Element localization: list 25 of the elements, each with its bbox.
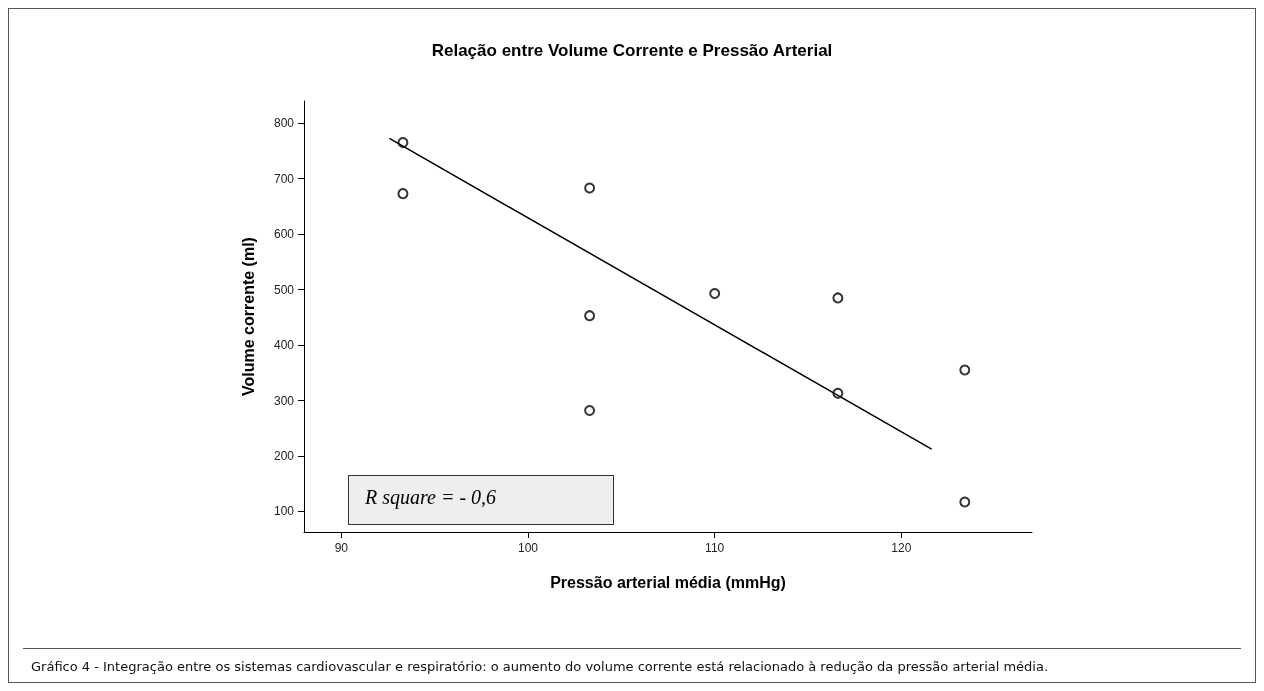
text: Gráfico 4 - Integração entre os sistemas cardiovascular e respiratório: o aumento do volume corrente está relacionado à redução da pressão arterial média. [31,659,1049,674]
y-tick-label: 200 [273,449,295,464]
y-axis-title: Volume corrente (ml) [239,237,257,396]
x-tick-label: 110 [705,541,725,555]
y-tick-label: 800 [273,116,295,131]
point [959,496,971,508]
point [959,364,971,376]
point [397,188,409,200]
x-tick-label: 120 [891,541,912,555]
note-box: R square = - 0,6 [348,475,614,525]
point [584,405,596,417]
x-axis-title: Pressão arterial média (mmHg) [550,573,786,591]
x-tick-label: 100 [517,541,539,555]
point [709,287,721,299]
y-tick-label: 300 [273,393,295,408]
y-tick-label: 400 [273,338,295,353]
point [832,292,844,304]
y-tick-label: 700 [273,171,295,186]
point [584,310,596,322]
point [584,182,596,194]
y-tick-label: 500 [273,282,295,297]
y-tick-label: 100 [273,504,295,519]
y-tick-label: 600 [273,227,295,242]
x-tick-label: 90 [334,541,349,555]
chart-title: Relação entre Volume Corrente e Pressão Arterial [431,41,833,60]
